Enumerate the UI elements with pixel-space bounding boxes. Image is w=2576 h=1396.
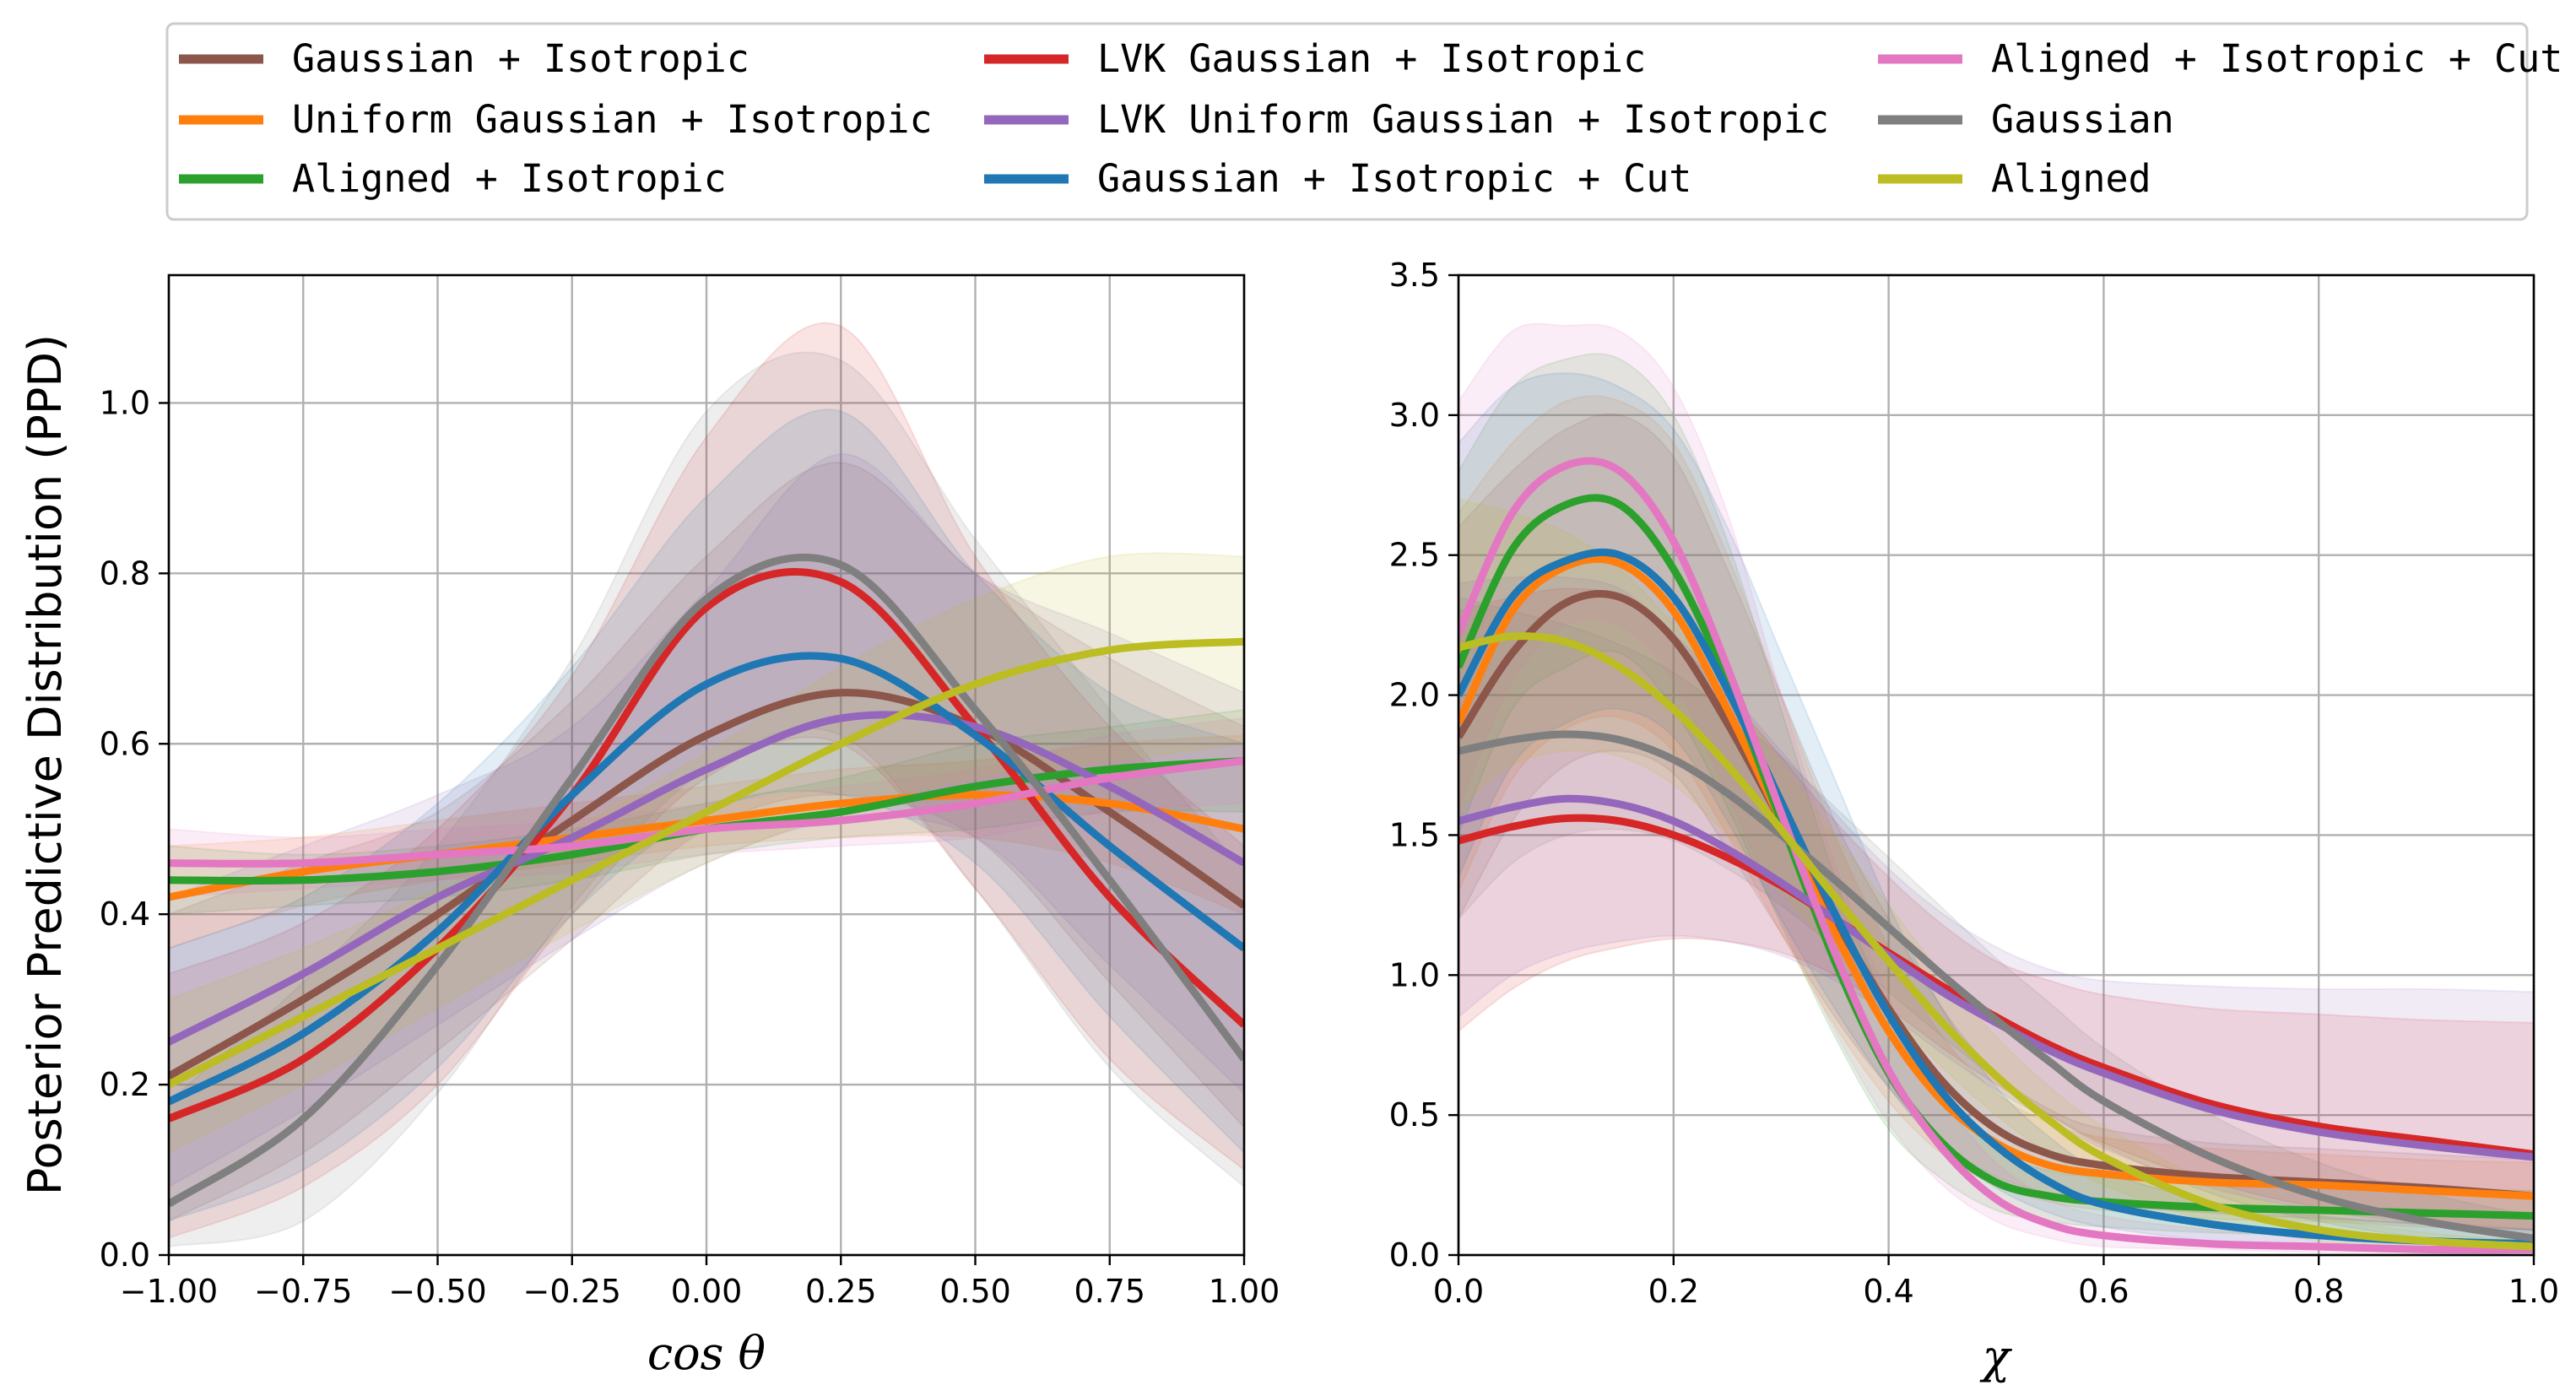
band-aligned-isotropic [1458,353,2534,1242]
y-tick-label: 3.5 [1389,257,1440,294]
band-uniform-gaussian-isotropic [1458,395,2534,1231]
y-tick-label: 3.0 [1389,397,1440,434]
legend-label: LVK Gaussian + Isotropic [1097,36,1646,81]
series-line-uniform-gaussian-isotropic [1458,555,2534,1200]
x-tick-label: 0.50 [939,1273,1011,1310]
legend-label: LVK Uniform Gaussian + Isotropic [1097,97,1829,142]
series-line-lvk-uniform-gaussian-isotropic [1458,794,2534,1161]
legend-entry-aligned: Aligned [1878,156,2151,201]
y-tick-label: 1.0 [100,384,150,421]
series-line-aligned [169,637,1244,1089]
y-tick-label: 0.8 [100,555,150,592]
x-tick-label: 0.6 [2078,1273,2129,1310]
series-line-uniform-gaussian-isotropic [169,791,1244,901]
x-tick-label: 0.00 [671,1273,743,1310]
panel-chi: 0.0 0.2 0.4 0.6 0.8 1.0 0.0 0.5 1.0 1.5 2.0 2.5 3.0 3… [1389,257,2560,1383]
y-tick-label: 0.6 [100,725,150,762]
x-axis-title-right: χ [1979,1330,2013,1383]
x-tick-label: 0.8 [2293,1273,2344,1310]
x-tick-label: −0.75 [254,1273,352,1310]
legend-label: Aligned + Isotropic + Cut [1991,36,2562,81]
series-line-lvk-uniform-gaussian-isotropic [169,711,1244,1046]
legend-label: Gaussian + Isotropic [292,36,750,81]
x-tick-label: 0.75 [1074,1273,1145,1310]
y-tick-label: 0.5 [1389,1096,1440,1134]
legend-entry-aligned-isotropic-cut: Aligned + Isotropic + Cut [1878,36,2562,81]
x-tick-label: 0.0 [1433,1273,1484,1310]
legend-label: Aligned + Isotropic [292,156,727,201]
bands-right [1458,322,2534,1255]
y-tick-label: 0.0 [100,1236,150,1274]
band-lvk-gaussian-isotropic [1458,587,2534,1231]
x-axis-title-left: cos θ [647,1327,766,1380]
series-line-lvk-gaussian-isotropic [169,567,1244,1123]
y-axis-title: Posterior Predictive Distribution (PPD) [19,334,72,1195]
x-tick-label: −1.00 [120,1273,218,1310]
series-line-gaussian [169,553,1244,1208]
lines-right [1458,457,2534,1254]
axes-frame-right [1457,273,2535,1257]
y-tick-label: 1.0 [1389,956,1440,993]
legend-entry-gaussian: Gaussian [1878,97,2174,142]
legend-entry-gaussian-isotropic: Gaussian + Isotropic [179,36,750,81]
x-tick-label: 0.25 [805,1273,877,1310]
legend-entry-aligned-isotropic: Aligned + Isotropic [179,156,727,201]
legend-entry-lvk-uniform-gaussian-isotropic: LVK Uniform Gaussian + Isotropic [984,97,1829,142]
y-tick-label: 0.0 [1389,1236,1440,1274]
legend-entry-gaussian-isotropic-cut: Gaussian + Isotropic + Cut [984,156,1691,201]
x-tick-label: −0.25 [523,1273,621,1310]
ticks-right: 0.0 0.2 0.4 0.6 0.8 1.0 0.0 0.5 1.0 1.5 2.0 2.5 3.0 3… [1389,257,2560,1310]
y-tick-label: 2.0 [1389,677,1440,714]
x-tick-label: −0.50 [388,1273,486,1310]
y-tick-label: 0.4 [100,895,150,933]
legend-label: Gaussian [1991,97,2174,142]
lines-left [169,553,1244,1208]
x-tick-label: 1.00 [1209,1273,1280,1310]
y-tick-label: 2.5 [1389,537,1440,574]
y-tick-label: 0.2 [100,1066,150,1103]
legend-label: Aligned [1991,156,2151,201]
legend-label: Gaussian + Isotropic + Cut [1097,156,1691,201]
panel-cos-theta: −1.00 −0.75 −0.50 −0.25 0.00 0.25 0.50 0.75 1.00… [19,273,1280,1380]
legend-entry-uniform-gaussian-isotropic: Uniform Gaussian + Isotropic [179,97,933,142]
y-tick-label: 1.5 [1389,816,1440,853]
x-tick-label: 0.4 [1863,1273,1913,1310]
series-line-gaussian-isotropic-cut [1458,548,2534,1248]
series-line-gaussian-isotropic-cut [169,652,1244,1106]
ticks-left: −1.00 −0.75 −0.50 −0.25 0.00 0.25 0.50 0.75 1.00… [100,384,1280,1310]
series-line-aligned [1458,632,2534,1251]
legend-frame [165,22,2529,221]
x-tick-label: 0.2 [1648,1273,1699,1310]
x-tick-label: 1.0 [2508,1273,2559,1310]
band-lvk-gaussian-isotropic [169,322,1244,1239]
legend: Gaussian + Isotropic Uniform Gaussian + I… [165,22,2562,221]
legend-label: Uniform Gaussian + Isotropic [292,97,933,142]
series-line-aligned-isotropic-cut [1458,457,2534,1254]
series-line-aligned-isotropic-cut [169,757,1244,868]
series-line-gaussian [1458,730,2534,1242]
legend-entry-lvk-gaussian-isotropic: LVK Gaussian + Isotropic [984,36,1646,81]
